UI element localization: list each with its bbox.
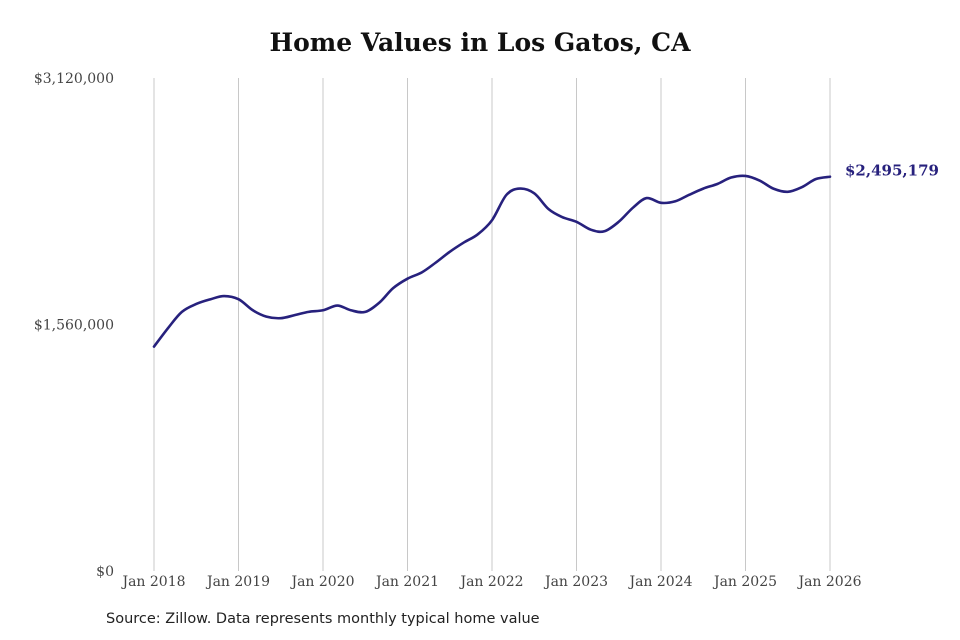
series-line <box>152 174 832 348</box>
y-tick-label: $0 <box>96 564 114 580</box>
x-tick-label: Jan 2018 <box>120 574 185 590</box>
x-tick-label: Jan 2023 <box>543 574 608 590</box>
x-tick-label: Jan 2021 <box>374 574 439 590</box>
source-note: Source: Zillow. Data represents monthly … <box>106 611 540 627</box>
x-tick-label: Jan 2026 <box>796 574 861 590</box>
y-tick-label: $3,120,000 <box>34 71 114 87</box>
x-tick-label: Jan 2020 <box>289 574 354 590</box>
x-tick-label: Jan 2019 <box>205 574 270 590</box>
y-tick-label: $1,560,000 <box>34 318 114 334</box>
x-tick-label: Jan 2024 <box>627 574 692 590</box>
x-tick-label: Jan 2022 <box>458 574 523 590</box>
chart-title: Home Values in Los Gatos, CA <box>269 28 691 57</box>
end-value-label: $2,495,179 <box>845 162 939 180</box>
x-tick-label: Jan 2025 <box>712 574 777 590</box>
